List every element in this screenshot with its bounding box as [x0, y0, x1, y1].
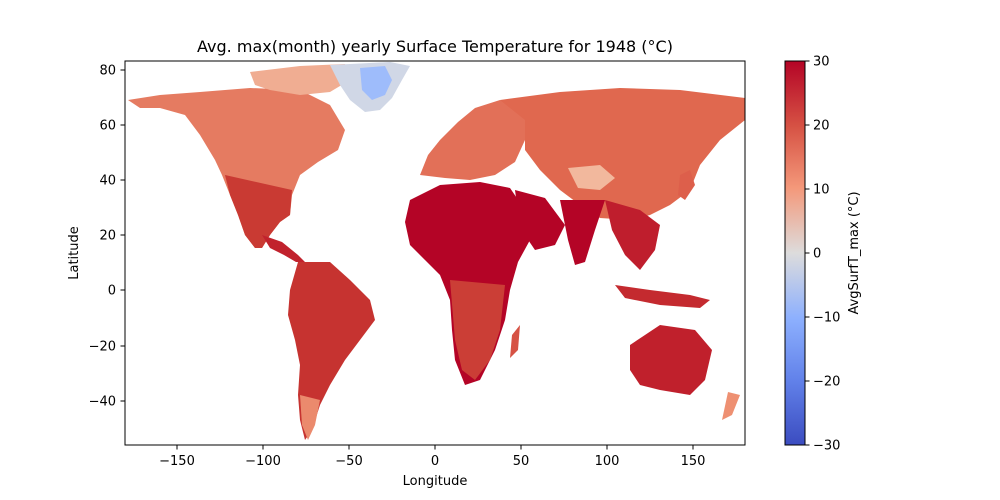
x-axis-label: Longitude [403, 474, 468, 489]
new-zealand [722, 392, 740, 420]
tibetan-plateau [568, 165, 615, 190]
y-tick-label: 0 [108, 284, 116, 299]
y-tick-label: 40 [99, 174, 116, 189]
y-tick-label: 60 [99, 119, 116, 134]
south-america [288, 262, 375, 440]
y-axis: 80 60 40 20 0 −20 −40 [89, 64, 125, 410]
x-tick-label: −150 [159, 454, 195, 469]
y-axis-label: Latitude [67, 226, 82, 280]
colorbar-tick-label: 0 [813, 247, 821, 262]
central-america [262, 235, 305, 262]
southeast-asia [605, 200, 660, 270]
y-tick-label: −20 [89, 340, 116, 355]
indonesia [615, 285, 710, 308]
y-tick-label: −40 [89, 395, 116, 410]
patagonia [300, 395, 320, 440]
y-tick-label: 20 [99, 229, 116, 244]
x-tick-label: 50 [513, 454, 530, 469]
colorbar-fill [785, 61, 805, 445]
madagascar [510, 325, 520, 358]
x-axis: −150 −100 −50 0 50 100 150 [159, 445, 705, 469]
y-tick-label: 80 [99, 64, 116, 79]
colorbar-tick-label: 30 [813, 55, 830, 70]
chart-title: Avg. max(month) yearly Surface Temperatu… [197, 37, 673, 56]
colorbar-tick-label: 20 [813, 119, 830, 134]
greenland-ice-sheet [360, 66, 392, 100]
north-america-south [225, 175, 292, 248]
x-tick-label: 100 [595, 454, 620, 469]
x-tick-label: −100 [245, 454, 281, 469]
colorbar: 30 20 10 0 −10 −20 −30 AvgSurfT_max (°C) [784, 55, 862, 454]
arabia [515, 190, 565, 250]
colorbar-label: AvgSurfT_max (°C) [847, 191, 862, 314]
map-land [128, 62, 745, 440]
central-africa [450, 280, 505, 380]
colorbar-tick-label: −30 [813, 439, 840, 454]
north-america [128, 88, 345, 248]
india [560, 200, 605, 265]
colorbar-tick-label: −20 [813, 375, 840, 390]
europe [420, 100, 525, 180]
colorbar-tick-label: 10 [813, 183, 830, 198]
arctic-islands [250, 64, 350, 95]
x-tick-label: 150 [681, 454, 706, 469]
colorbar-tick-label: −10 [813, 311, 840, 326]
x-tick-label: 0 [431, 454, 439, 469]
australia [630, 325, 712, 395]
x-tick-label: −50 [335, 454, 362, 469]
japan [678, 170, 695, 200]
